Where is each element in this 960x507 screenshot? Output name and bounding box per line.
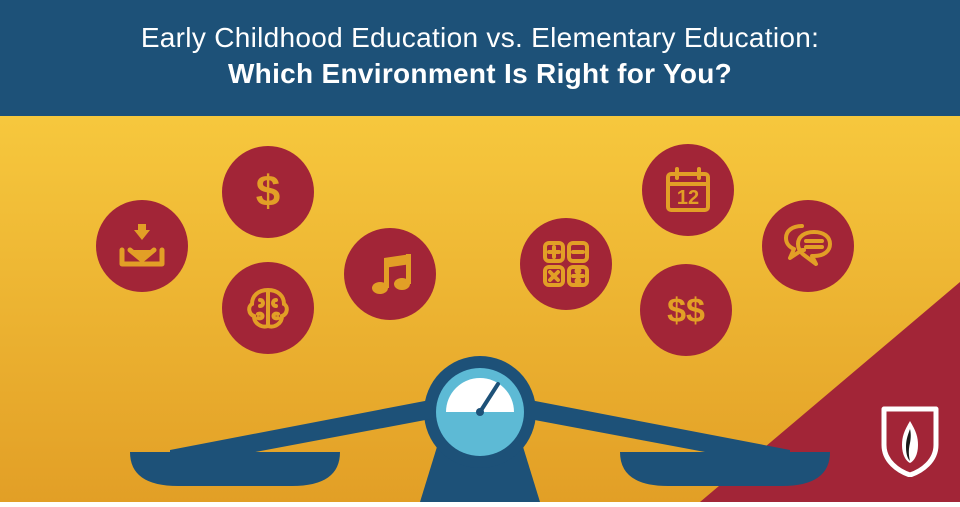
svg-text:$: $ [256,167,280,216]
dollar-icon: $ [222,146,314,238]
calendar-icon: 12 [642,144,734,236]
svg-text:12: 12 [677,187,699,209]
brand-logo [878,405,942,482]
download-icon [96,200,188,292]
calculator-icon [520,218,612,310]
scale-needle-pin [476,408,484,416]
title-line2: Which Environment Is Right for You? [20,58,940,90]
title-line1: Early Childhood Education vs. Elementary… [20,22,940,54]
scale-pan-left [130,452,340,486]
svg-text:$$: $$ [667,292,705,330]
double-dollar-icon: $$ [640,264,732,356]
music-icon [344,228,436,320]
scale-pan-right [620,452,830,486]
title-banner: Early Childhood Education vs. Elementary… [0,0,960,116]
brain-icon [222,262,314,354]
chat-icon [762,200,854,292]
infographic-canvas: Early Childhood Education vs. Elementary… [0,0,960,502]
